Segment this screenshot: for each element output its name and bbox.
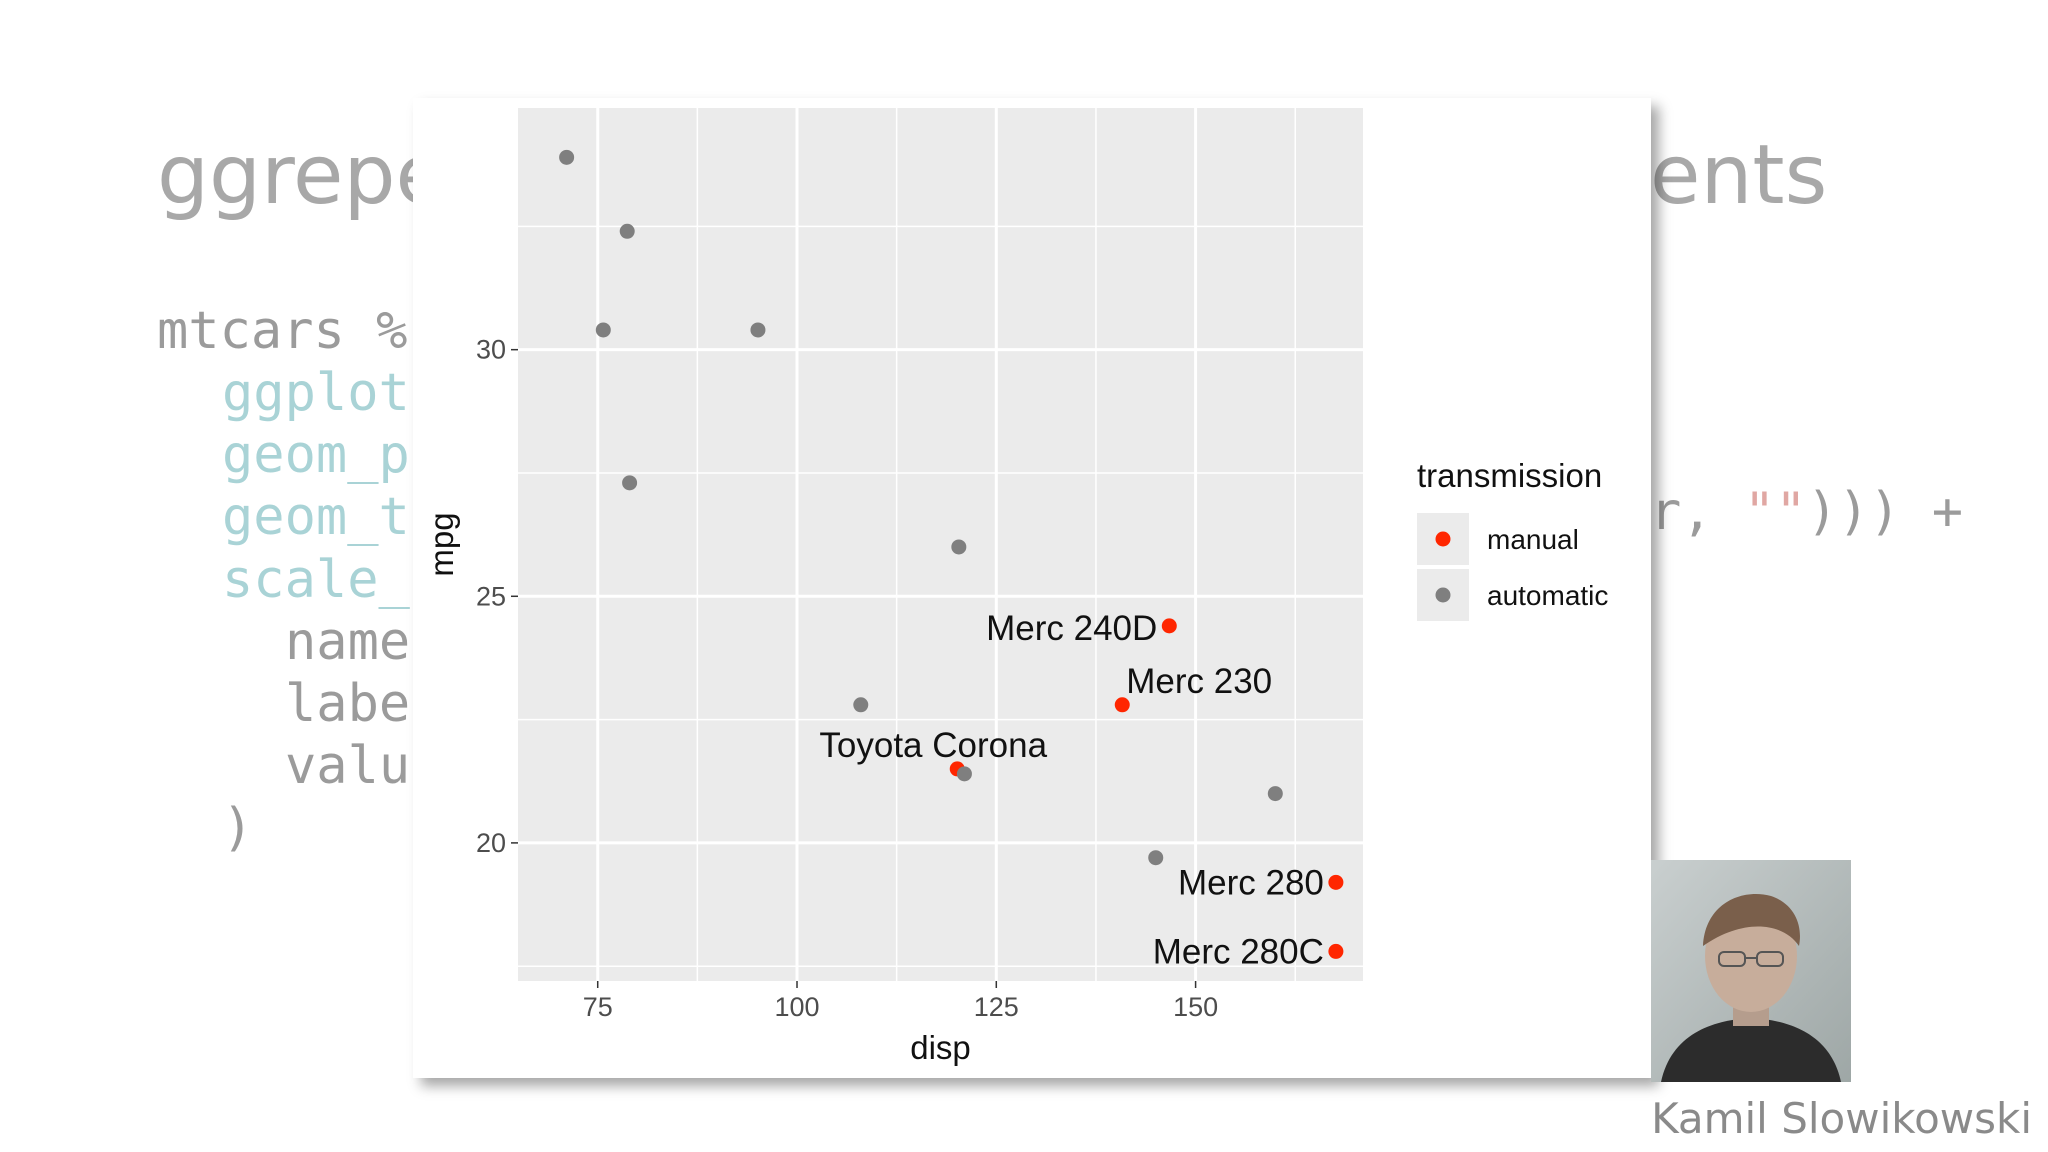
plot-panel (518, 108, 1363, 981)
slide-title-left: ggrepe (157, 128, 446, 223)
speaker-name: Kamil Slowikowski (1651, 1094, 2032, 1143)
data-point-automatic (750, 322, 766, 338)
code-right-fragment: r, ""))) + (1650, 486, 1963, 538)
x-tick-label: 75 (583, 992, 613, 1022)
slide-title-right: ents (1650, 128, 1828, 223)
legend-key-automatic (1435, 587, 1451, 603)
x-tick-label: 150 (1173, 992, 1218, 1022)
y-axis-title: mpg (423, 512, 460, 576)
code-line: labe (285, 674, 411, 734)
y-tick-label: 25 (476, 581, 506, 611)
code-line: scale_ (222, 550, 410, 610)
code-fragment-close: ))) + (1806, 482, 1964, 542)
data-point-manual (1161, 618, 1177, 634)
data-point-automatic (1267, 786, 1283, 802)
point-label: Toyota Corona (819, 726, 1047, 765)
code-fragment-string: "" (1743, 482, 1807, 542)
point-label: Merc 280C (1153, 932, 1324, 971)
x-tick-label: 100 (774, 992, 819, 1022)
data-point-automatic (619, 223, 635, 239)
data-point-automatic (1148, 850, 1164, 866)
legend-label: automatic (1487, 580, 1608, 611)
legend-label: manual (1487, 524, 1579, 555)
point-label: Merc 240D (986, 609, 1157, 648)
code-line: name (285, 612, 411, 672)
scatter-chart: 75 100 125 150 20 25 30 disp mpg Merc 240D Merc 23… (423, 108, 1608, 1066)
data-point-automatic (951, 539, 967, 555)
code-line: geom_p (222, 425, 410, 485)
data-point-automatic (595, 322, 611, 338)
point-label: Merc 280 (1178, 863, 1324, 902)
point-label: Merc 230 (1126, 662, 1272, 701)
code-line: valu (285, 736, 411, 796)
plot-card: 75 100 125 150 20 25 30 disp mpg Merc 240D Merc 23… (413, 98, 1651, 1078)
data-point-automatic (853, 697, 869, 713)
legend-title: transmission (1417, 457, 1602, 494)
code-line: ggplot (222, 363, 410, 423)
data-point-manual (1328, 874, 1344, 890)
data-point-automatic (622, 475, 638, 491)
code-line: ) (222, 798, 254, 858)
legend-key-manual (1435, 531, 1451, 547)
x-axis-title: disp (910, 1029, 971, 1066)
x-tick-label: 125 (974, 992, 1019, 1022)
data-point-manual (1328, 943, 1344, 959)
code-fragment-r: r, (1650, 482, 1744, 542)
data-point-automatic (956, 766, 972, 782)
data-point-manual (1114, 697, 1130, 713)
data-point-automatic (559, 149, 575, 165)
code-line: mtcars % (157, 301, 408, 361)
code-line: geom_t (222, 487, 410, 547)
speaker-photo (1651, 860, 1851, 1082)
y-tick-label: 30 (476, 335, 506, 365)
y-tick-label: 20 (476, 828, 506, 858)
